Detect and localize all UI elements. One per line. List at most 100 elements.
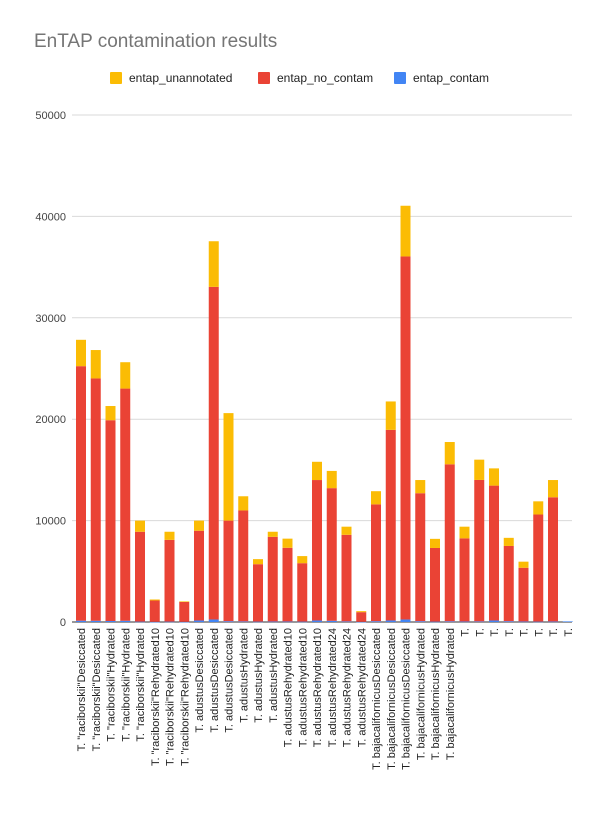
- bar-segment-entap-no-contam: [267, 536, 278, 622]
- bar-segment-entap-contam: [415, 621, 426, 622]
- x-tick-label: T.: [460, 628, 472, 637]
- legend-item-unannotated: entap_unannotated: [110, 71, 232, 85]
- bar-segment-entap-contam: [194, 620, 204, 622]
- bar-segment-entap-no-contam: [489, 485, 499, 621]
- bar-segment-entap-no-contam: [135, 531, 145, 622]
- bar-segment-entap-no-contam: [208, 286, 219, 620]
- bar-segment-entap-unannotated: [297, 556, 308, 564]
- bar-segment-entap-unannotated: [430, 538, 440, 548]
- x-tick-label: T. adustusHydrated: [238, 628, 250, 723]
- bar-segment-entap-contam: [562, 621, 573, 622]
- bar-segment-entap-unannotated: [326, 470, 337, 489]
- bar-segment-entap-no-contam: [238, 510, 249, 622]
- bar-segment-entap-contam: [164, 621, 175, 623]
- bar-segment-entap-unannotated: [371, 491, 381, 505]
- bar-segment-entap-no-contam: [194, 530, 204, 621]
- bar-segment-entap-unannotated: [533, 501, 544, 515]
- x-tick-label: T. bajacalifornicusDesiccated: [386, 628, 398, 770]
- bar-segment-entap-unannotated: [253, 559, 263, 565]
- x-tick-label: T. "raciborskii"Rehydrated10: [165, 628, 177, 766]
- bar-segment-entap-contam: [297, 621, 308, 623]
- bar-segment-entap-contam: [503, 621, 514, 622]
- bar-segment-entap-no-contam: [533, 514, 544, 622]
- bar-segment-entap-contam: [326, 620, 337, 622]
- bar-segment-entap-no-contam: [105, 420, 116, 621]
- bar-segment-entap-unannotated: [518, 561, 529, 568]
- bar-segment-entap-unannotated: [164, 531, 175, 540]
- bar-segment-entap-contam: [238, 621, 249, 622]
- bar-segment-entap-unannotated: [444, 442, 455, 465]
- bar-segment-entap-unannotated: [548, 480, 558, 498]
- x-tick-label: T. "raciborskii"Hydrated: [135, 628, 147, 742]
- x-tick-label: T. bajacalifornicusDesiccated: [371, 628, 383, 770]
- bar-segment-entap-unannotated: [356, 611, 367, 613]
- bar-segment-entap-contam: [267, 621, 278, 623]
- bar-segment-entap-contam: [208, 619, 219, 622]
- x-tick-label: T. bajacalifornicusHydrated: [430, 628, 442, 760]
- bar-segment-entap-no-contam: [385, 429, 396, 621]
- bar-segment-entap-contam: [430, 621, 440, 623]
- bar-segment-entap-contam: [282, 621, 293, 623]
- bar-segment-entap-no-contam: [341, 534, 352, 622]
- bar-segment-entap-contam: [459, 621, 470, 623]
- bar-segment-entap-contam: [120, 620, 131, 622]
- legend-label-contam: entap_contam: [413, 71, 490, 85]
- bar-segment-entap-unannotated: [90, 350, 101, 379]
- bar-segment-entap-unannotated: [503, 537, 514, 546]
- y-tick-label: 50000: [35, 110, 66, 122]
- x-tick-label: T.: [548, 628, 560, 637]
- bar-segment-entap-unannotated: [267, 531, 278, 537]
- x-tick-label: T.: [533, 628, 545, 637]
- x-tick-label: T. "raciborskii"Rehydrated10: [179, 628, 191, 766]
- bar-segment-entap-unannotated: [474, 459, 485, 480]
- bar-segment-entap-contam: [385, 620, 396, 622]
- bar-segment-entap-contam: [105, 620, 116, 622]
- x-tick-label: T. bajacalifornicusHydrated: [445, 628, 457, 760]
- bar-segment-entap-contam: [253, 621, 263, 623]
- x-tick-label: T. adustusRehydrated24: [342, 628, 354, 747]
- x-tick-label: T. "raciborskii"Desiccated: [76, 628, 88, 751]
- x-tick-label: T. "raciborskii"Hydrated: [120, 628, 132, 742]
- bar-segment-entap-no-contam: [326, 488, 337, 621]
- bar-segment-entap-contam: [474, 621, 485, 622]
- y-tick-label: 40000: [35, 211, 66, 223]
- bar-segment-entap-no-contam: [430, 547, 440, 622]
- bar-segment-entap-unannotated: [149, 599, 160, 601]
- bar-segment-entap-unannotated: [194, 520, 204, 531]
- bar-segment-entap-unannotated: [179, 601, 190, 603]
- y-tick-label: 20000: [35, 414, 66, 426]
- bar-segment-entap-no-contam: [282, 547, 293, 622]
- y-tick-label: 30000: [35, 313, 66, 325]
- bar-segment-entap-no-contam: [474, 479, 485, 622]
- bar-segment-entap-no-contam: [76, 366, 86, 621]
- bar-segment-entap-unannotated: [238, 496, 249, 511]
- x-tick-label: T. adustusRehydrated10: [297, 628, 309, 747]
- x-tick-label: T. adustusHydrated: [268, 628, 280, 723]
- bar-segment-entap-contam: [356, 621, 367, 623]
- x-tick-label: T. bajacalifornicusHydrated: [415, 628, 427, 760]
- bar-segment-entap-unannotated: [385, 401, 396, 430]
- bar-segment-entap-no-contam: [223, 520, 234, 622]
- x-tick-label: T. adustusRehydrated24: [356, 628, 368, 747]
- x-tick-label: T. bajacalifornicusDesiccated: [401, 628, 413, 770]
- bar-segment-entap-contam: [341, 621, 352, 622]
- bar-segment-entap-contam: [533, 621, 544, 623]
- bar-segment-entap-no-contam: [297, 563, 308, 622]
- bar-segment-entap-no-contam: [400, 256, 411, 620]
- bar-segment-entap-contam: [179, 621, 190, 623]
- bar-segment-entap-unannotated: [105, 406, 116, 421]
- bar-segment-entap-contam: [149, 621, 160, 623]
- bar-segment-entap-contam: [444, 621, 455, 622]
- x-tick-label: T.: [519, 628, 531, 637]
- x-tick-label: T. adustusRehydrated10: [312, 628, 324, 747]
- x-tick-label: T. adustusRehydrated24: [327, 628, 339, 747]
- legend-swatch-contam: [394, 72, 406, 84]
- legend-item-contam: entap_contam: [394, 71, 489, 85]
- bar-segment-entap-contam: [371, 621, 381, 622]
- bar-segment-entap-unannotated: [415, 480, 426, 494]
- bar-segment-entap-unannotated: [135, 520, 145, 532]
- bar-segment-entap-contam: [400, 619, 411, 622]
- bar-segment-entap-contam: [223, 621, 234, 622]
- x-tick-label: T. adustusDesiccated: [224, 628, 236, 733]
- bar-segment-entap-unannotated: [341, 526, 352, 535]
